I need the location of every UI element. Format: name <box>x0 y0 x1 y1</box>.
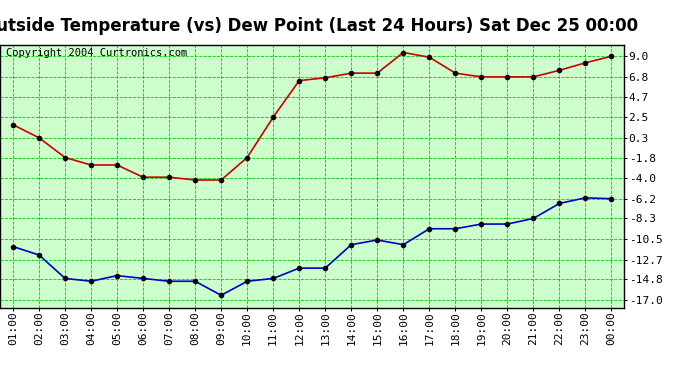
Text: Copyright 2004 Curtronics.com: Copyright 2004 Curtronics.com <box>6 48 188 58</box>
Text: Outside Temperature (vs) Dew Point (Last 24 Hours) Sat Dec 25 00:00: Outside Temperature (vs) Dew Point (Last… <box>0 17 638 35</box>
